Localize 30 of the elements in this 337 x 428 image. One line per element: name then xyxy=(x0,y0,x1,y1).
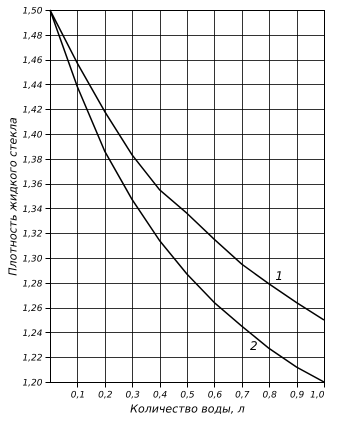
series-label: 2 xyxy=(250,339,258,354)
y-tick-label: 1,40 xyxy=(22,130,43,140)
x-tick-label: 0,9 xyxy=(290,390,305,400)
x-axis-title: Количество воды, л xyxy=(130,402,245,416)
x-tick-label: 0,7 xyxy=(235,390,250,400)
y-tick-label: 1,30 xyxy=(22,254,43,264)
y-tick-label: 1,42 xyxy=(22,106,43,116)
x-tick-label: 0,4 xyxy=(152,390,168,400)
y-tick-label: 1,48 xyxy=(22,31,43,42)
y-tick-label: 1,38 xyxy=(22,155,43,166)
y-tick-label: 1,26 xyxy=(22,304,43,314)
y-tick-label: 1,50 xyxy=(22,6,43,16)
y-axis-title: Плотность жидкого стекла xyxy=(6,117,20,276)
y-tick-label: 1,22 xyxy=(22,354,43,364)
x-tick-label: 0,5 xyxy=(180,390,195,400)
y-tick-label: 1,36 xyxy=(22,180,43,190)
y-tick-label: 1,24 xyxy=(22,328,43,339)
x-tick-label: 0,3 xyxy=(126,390,140,400)
x-tick-label: 0,2 xyxy=(98,390,113,400)
y-tick-label: 1,20 xyxy=(22,378,43,388)
x-tick-label: 0,6 xyxy=(208,390,222,400)
y-tick-label: 1,46 xyxy=(22,56,43,66)
series-label: 1 xyxy=(275,269,284,284)
x-tick-label: 1,0 xyxy=(310,390,325,400)
y-tick-label: 1,32 xyxy=(22,230,43,240)
x-tick-label: 0,1 xyxy=(70,390,86,400)
x-tick-label: 0,8 xyxy=(262,390,278,400)
y-tick-label: 1,44 xyxy=(22,80,43,91)
y-tick-label: 1,28 xyxy=(22,279,43,290)
y-tick-label: 1,34 xyxy=(22,204,43,215)
